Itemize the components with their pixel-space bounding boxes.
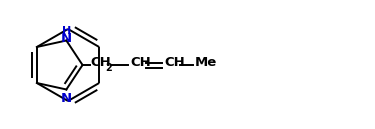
Text: CH: CH [164, 57, 185, 70]
Text: N: N [61, 92, 72, 105]
Text: H: H [62, 26, 71, 35]
Text: N: N [61, 32, 72, 45]
Text: 2: 2 [105, 63, 112, 73]
Text: CH: CH [90, 57, 111, 70]
Text: CH: CH [130, 57, 151, 70]
Text: Me: Me [195, 57, 217, 70]
